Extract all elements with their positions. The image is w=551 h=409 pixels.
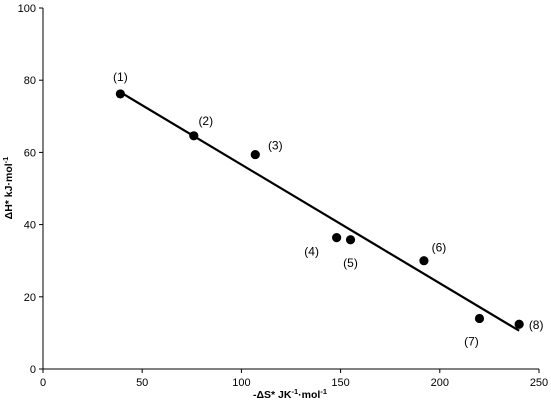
x-tick-label: 250 — [530, 377, 548, 389]
x-tick-label: 200 — [431, 377, 449, 389]
point-label: (6) — [432, 241, 447, 255]
data-point — [514, 319, 524, 329]
y-tick-label: 20 — [24, 292, 36, 304]
data-point — [419, 256, 429, 266]
data-point — [474, 313, 485, 324]
point-label: (1) — [113, 70, 128, 84]
x-ticks: 0 50 100 150 200 250 — [40, 369, 548, 389]
point-label: (5) — [343, 256, 358, 270]
y-tick-label: 0 — [30, 364, 36, 376]
x-tick-label: 150 — [331, 377, 349, 389]
data-point — [189, 131, 199, 141]
point-label: (7) — [464, 334, 479, 348]
data-point — [250, 149, 260, 160]
y-ticks: 0 20 40 60 80 100 — [18, 3, 43, 376]
x-tick-label: 50 — [136, 377, 148, 389]
y-tick-label: 60 — [24, 147, 36, 159]
point-label: (4) — [304, 245, 319, 259]
point-label: (8) — [529, 318, 544, 332]
point-label: (2) — [198, 114, 213, 128]
y-tick-label: 100 — [18, 3, 36, 15]
data-point — [332, 232, 342, 243]
x-tick-label: 0 — [40, 377, 46, 389]
y-tick-label: 40 — [24, 220, 36, 232]
point-label: (3) — [268, 139, 283, 153]
x-tick-label: 100 — [232, 377, 250, 389]
trend-line — [117, 90, 520, 332]
data-point — [115, 89, 125, 99]
data-points — [115, 89, 524, 329]
x-axis-title: -ΔS* JK-1·mol-1 — [253, 387, 327, 402]
y-axis-title: ΔH* kJ·mol-1 — [1, 157, 16, 220]
y-tick-label: 80 — [24, 75, 36, 87]
axes — [42, 8, 539, 370]
point-labels: (1) (2) (3) (4) (5) (6) (7) (8) — [113, 70, 543, 349]
data-point — [345, 235, 356, 245]
